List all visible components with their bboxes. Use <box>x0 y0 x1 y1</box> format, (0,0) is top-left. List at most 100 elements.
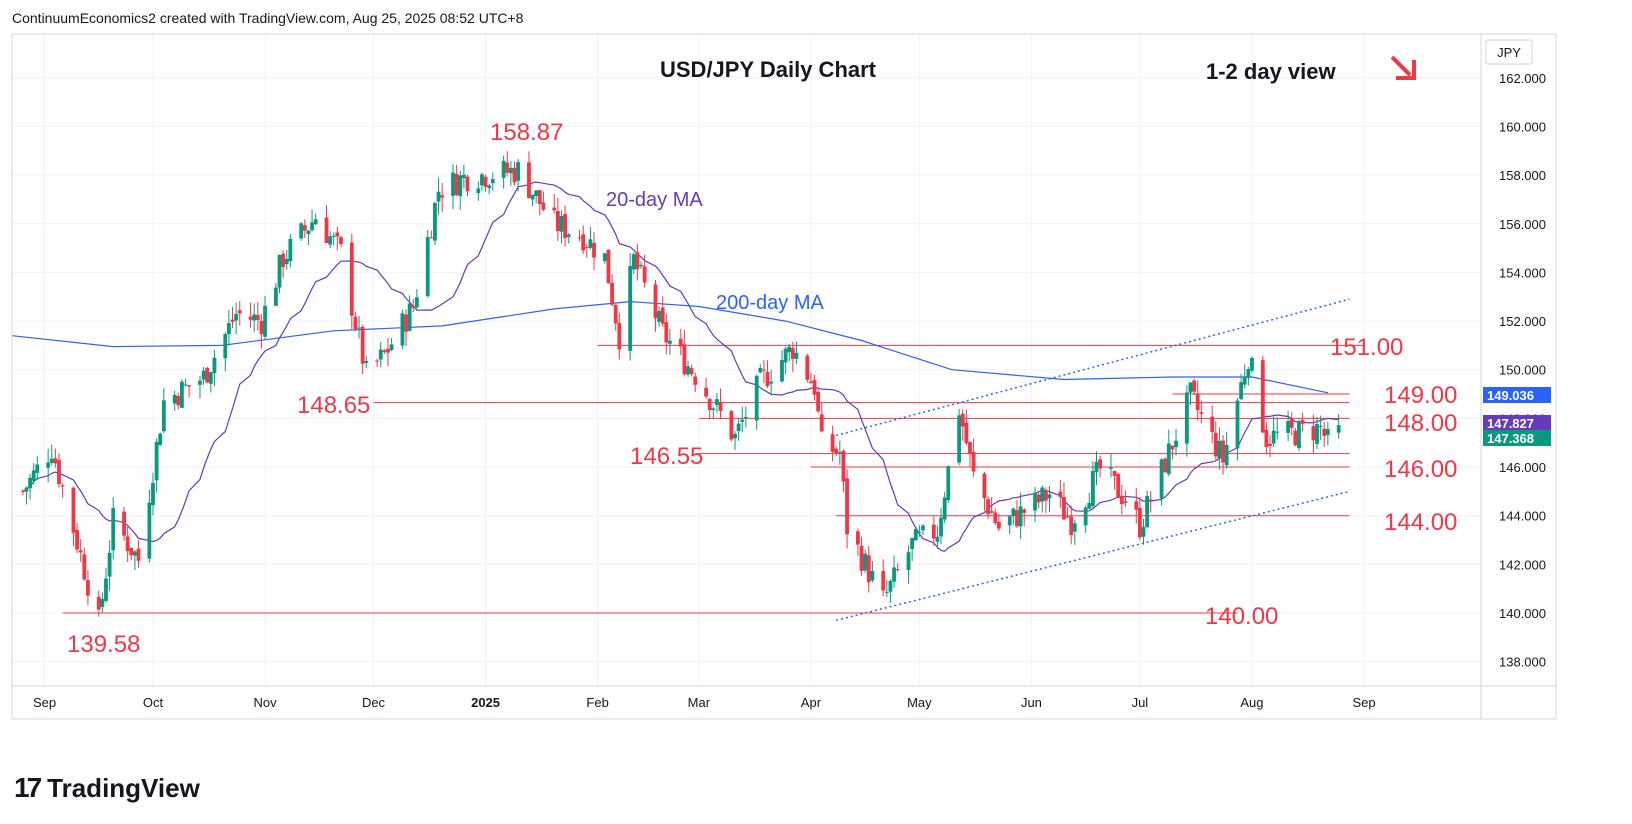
candle-body <box>107 552 112 577</box>
candle-body <box>349 242 354 316</box>
y-tick-label: 162.000 <box>1499 71 1546 86</box>
candle-body <box>1069 516 1074 536</box>
candle-body <box>476 188 481 194</box>
y-tick-label: 158.000 <box>1499 168 1546 183</box>
candle-body <box>151 483 155 506</box>
level-label-139-58: 139.58 <box>67 631 140 658</box>
candle-body <box>559 216 564 232</box>
ma-200-path <box>11 300 1329 394</box>
candle-body <box>686 366 690 375</box>
y-tick-label: 144.000 <box>1499 509 1546 524</box>
ma-label-20: 20-day MA <box>606 189 703 211</box>
candle-body <box>223 334 228 359</box>
candle-body <box>425 237 430 297</box>
candle-body <box>664 322 669 343</box>
candle-body <box>783 348 788 363</box>
candle-body <box>1062 496 1066 520</box>
x-tick-label: May <box>907 695 932 710</box>
level-label-148-65: 148.65 <box>297 392 370 419</box>
candle-body <box>845 478 849 535</box>
candle-body <box>263 305 267 337</box>
candle-body <box>895 569 900 571</box>
candle-body <box>1224 444 1229 466</box>
candle-body <box>237 310 242 314</box>
candle-body <box>834 448 839 454</box>
x-tick-label: Nov <box>253 695 277 710</box>
candle-body <box>46 462 51 468</box>
candle-body <box>856 531 860 545</box>
candle-body <box>1322 428 1327 436</box>
candle-body <box>407 303 412 331</box>
candle-body <box>20 490 25 492</box>
candle-body <box>1033 492 1037 511</box>
candle-body <box>1087 502 1092 509</box>
candle-body <box>60 485 65 487</box>
candle-body <box>1112 471 1117 476</box>
tradingview-mark-icon: 17 <box>14 772 42 803</box>
candle-body <box>1174 440 1178 448</box>
candle-body <box>433 202 437 241</box>
candle-body <box>841 450 846 482</box>
candle-body <box>1170 445 1175 450</box>
candle-body <box>324 217 329 243</box>
candle-body <box>1300 419 1305 424</box>
candle-body <box>75 529 79 550</box>
candle-body <box>1235 400 1240 449</box>
candle-body <box>1213 432 1218 457</box>
candle-body <box>1275 431 1280 433</box>
candle-body <box>563 213 567 238</box>
candle-body <box>328 236 333 245</box>
candle-body <box>1018 506 1023 527</box>
candle-body <box>689 368 694 375</box>
x-tick-label: Jun <box>1021 695 1042 710</box>
candle-body <box>718 401 723 411</box>
candle-body <box>740 419 745 422</box>
candle-body <box>534 190 539 196</box>
price-badge-label: 149.036 <box>1487 388 1534 403</box>
candle-body <box>288 238 293 262</box>
candle-body <box>986 499 990 515</box>
candle-body <box>881 570 886 591</box>
tradingview-logo: 17 TradingView <box>14 772 200 804</box>
candle-body <box>1137 507 1142 538</box>
candle-body <box>906 552 911 570</box>
candle-body <box>339 237 343 245</box>
candle-body <box>201 370 206 380</box>
candle-body <box>617 322 622 350</box>
ma-20-line <box>22 181 1339 552</box>
candle-body <box>805 355 810 380</box>
candle-body <box>1134 501 1139 510</box>
level-label-158-87: 158.87 <box>490 119 563 146</box>
candle-body <box>968 442 972 454</box>
candle-body <box>436 191 441 202</box>
candle-body <box>104 578 108 601</box>
candle-body <box>819 414 824 432</box>
candle-body <box>1145 495 1150 527</box>
x-tick-label: Sep <box>1352 695 1375 710</box>
candle-body <box>931 524 936 539</box>
candle-body <box>555 210 560 232</box>
candle-body <box>212 357 217 374</box>
candle-body <box>743 416 748 418</box>
candle-body <box>299 223 304 239</box>
candle-body <box>1148 499 1153 501</box>
price-badge <box>1483 387 1551 403</box>
candle-body <box>1007 516 1012 526</box>
annotations: USD/JPY Daily Chart 1-2 day view 158.87 148… <box>67 55 1457 658</box>
candle-body <box>400 313 405 346</box>
candle-body <box>461 174 466 179</box>
candle-body <box>888 580 893 592</box>
candle-body <box>711 408 716 411</box>
candle-body <box>1119 495 1124 505</box>
candle-body <box>837 452 842 454</box>
candle-body <box>335 232 340 237</box>
candle-body <box>1250 357 1254 371</box>
candle-body <box>1271 430 1276 444</box>
x-tick-label: Aug <box>1240 695 1263 710</box>
candle-body <box>1166 443 1171 475</box>
candle-body <box>465 176 470 192</box>
candle-body <box>1040 487 1045 502</box>
candle-body <box>581 234 586 251</box>
candle-body <box>1188 382 1193 393</box>
